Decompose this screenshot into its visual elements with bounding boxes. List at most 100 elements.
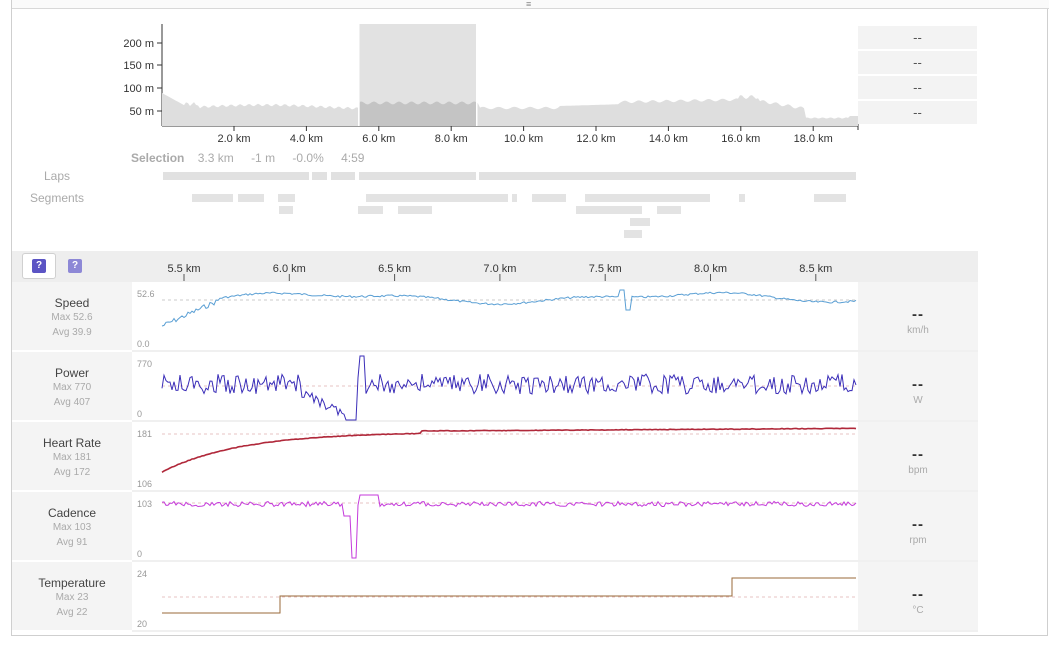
overview-x-tick-label: 12.0 km [576, 133, 615, 145]
y-max-label: 181 [137, 429, 152, 439]
elevation-area-selected [360, 101, 476, 126]
current-value: -- [912, 446, 924, 463]
chart-mode-button-1[interactable]: ? [22, 253, 56, 279]
y-min-label: 20 [137, 619, 147, 629]
metric-name: Temperature [38, 576, 106, 590]
unit-label: W [913, 395, 923, 406]
segment-bar[interactable] [278, 194, 295, 202]
metric-avg: Avg 22 [56, 607, 88, 618]
overview-x-tick-label: 14.0 km [649, 133, 688, 145]
distance-ruler [12, 251, 978, 282]
elevation-overview-chart[interactable]: 200 m 150 m 100 m 50 m 2.0 km 4.0 km 6.0 km 8.… [0, 0, 1054, 250]
segment-bar[interactable] [512, 194, 517, 202]
y-max-label: 24 [137, 569, 147, 579]
speed-chart[interactable]: 52.6 0.0 [132, 282, 978, 352]
temperature-current-value: -- °C [858, 562, 978, 630]
heart-rate-panel-label[interactable]: Heart Rate Max 181 Avg 172 [12, 422, 132, 490]
y-max-label: 103 [137, 499, 152, 509]
lap-bar[interactable] [312, 172, 327, 180]
segment-bar[interactable] [532, 194, 566, 202]
overview-x-tick-label: 18.0 km [794, 133, 833, 145]
overview-x-tick-label: 4.0 km [290, 133, 323, 145]
app-frame: ≡ [11, 0, 1049, 636]
lap-bar[interactable] [163, 172, 309, 180]
segment-bar[interactable] [630, 218, 650, 226]
overview-side-value: -- [858, 26, 977, 49]
segment-bar[interactable] [585, 194, 710, 202]
laps-track [163, 172, 856, 180]
segments-track [192, 194, 846, 238]
segment-bar[interactable] [366, 194, 508, 202]
ruler-tick-label: 8.5 km [799, 263, 832, 275]
metric-max: Max 181 [52, 452, 92, 463]
overview-x-tick-label: 8.0 km [435, 133, 468, 145]
overview-y-tick-label: 200 m [123, 38, 154, 50]
overview-side-value: -- [858, 76, 977, 99]
metric-max: Max 770 [52, 382, 92, 393]
power-series-line [161, 355, 857, 421]
ruler-tick-label: 5.5 km [167, 263, 200, 275]
segment-bar[interactable] [279, 206, 293, 214]
selection-grade: -0.0% [292, 151, 324, 165]
lap-bar[interactable] [359, 172, 476, 180]
segment-bar[interactable] [398, 206, 432, 214]
segment-bar[interactable] [739, 194, 745, 202]
lap-bar[interactable] [331, 172, 355, 180]
cadence-panel-label[interactable]: Cadence Max 103 Avg 91 [12, 492, 132, 560]
overview-side-value: -- [858, 51, 977, 74]
y-max-label: 770 [137, 359, 152, 369]
segments-label: Segments [29, 191, 85, 205]
ruler-tick-label: 6.5 km [378, 263, 411, 275]
segment-bar[interactable] [657, 206, 681, 214]
selection-elevation: -1 m [251, 151, 276, 165]
metric-max: Max 23 [55, 592, 89, 603]
segment-bar[interactable] [358, 206, 383, 214]
chart-mode-button-2[interactable]: ? [58, 253, 92, 279]
metric-avg: Avg 91 [56, 537, 88, 548]
elevation-area [162, 93, 858, 126]
grip-icon[interactable]: ≡ [526, 0, 532, 9]
segment-bar[interactable] [192, 194, 233, 202]
power-panel-label[interactable]: Power Max 770 Avg 407 [12, 352, 132, 420]
temperature-series-line [162, 577, 856, 614]
metric-avg: Avg 172 [53, 467, 91, 478]
selection-label: Selection [131, 151, 185, 165]
segment-bar[interactable] [814, 194, 846, 202]
selection-stats: Selection 3.3 km -1 m -0.0% 4:59 [131, 151, 378, 165]
cadence-chart[interactable]: 103 0 [132, 492, 978, 562]
y-min-label: 0 [137, 409, 142, 419]
power-chart[interactable]: 770 0 [132, 352, 978, 422]
metric-avg: Avg 407 [53, 397, 91, 408]
resize-handle[interactable]: ≡ [12, 0, 1049, 9]
unit-label: bpm [908, 465, 928, 476]
y-min-label: 0.0 [137, 339, 150, 349]
temperature-chart[interactable]: 24 20 [132, 562, 978, 632]
y-min-label: 0 [137, 549, 142, 559]
cadence-series-line [161, 494, 857, 559]
overview-y-tick-label: 150 m [123, 60, 154, 72]
heart-rate-series-line [161, 427, 857, 473]
laps-label: Laps [43, 169, 71, 183]
speed-panel-label[interactable]: Speed Max 52.6 Avg 39.9 [12, 282, 132, 350]
segment-bar[interactable] [576, 206, 642, 214]
overview-x-tick-label: 2.0 km [217, 133, 250, 145]
ruler-tick-label: 7.0 km [483, 263, 516, 275]
segment-bar[interactable] [624, 230, 642, 238]
unit-label: rpm [909, 535, 927, 546]
unit-label: °C [912, 605, 924, 616]
selection-distance: 3.3 km [197, 151, 234, 165]
current-value: -- [912, 516, 924, 533]
selection-time: 4:59 [341, 151, 365, 165]
overview-x-tick-label: 6.0 km [362, 133, 395, 145]
lap-bar[interactable] [479, 172, 856, 180]
heart-rate-chart[interactable]: 181 106 [132, 422, 978, 492]
current-value: -- [912, 586, 924, 603]
temperature-panel-label[interactable]: Temperature Max 23 Avg 22 [12, 562, 132, 630]
metric-max: Max 103 [52, 522, 92, 533]
ruler-tick-label: 6.0 km [273, 263, 306, 275]
metric-name: Speed [54, 296, 90, 310]
ruler-tick-label: 8.0 km [694, 263, 727, 275]
segment-bar[interactable] [238, 194, 264, 202]
question-icon: ? [32, 259, 46, 273]
